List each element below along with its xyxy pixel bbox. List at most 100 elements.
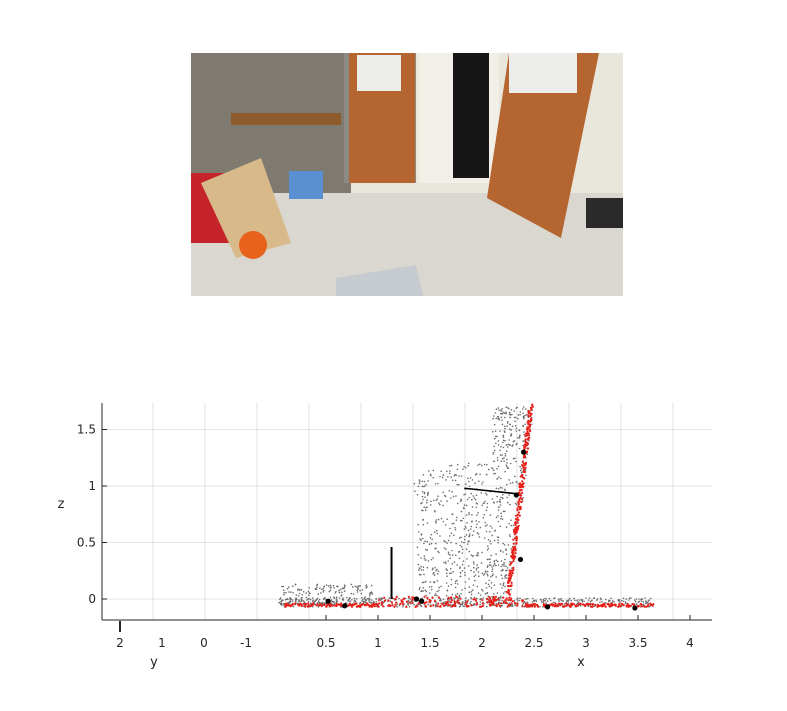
cloud-point bbox=[489, 561, 491, 564]
floor-fit-point bbox=[527, 605, 530, 608]
cloud-point bbox=[429, 581, 432, 583]
cloud-point bbox=[434, 531, 436, 533]
cloud-point bbox=[358, 585, 360, 587]
floor-fit-point bbox=[587, 603, 590, 606]
cloud-point bbox=[464, 574, 466, 576]
cloud-point bbox=[546, 600, 549, 602]
floor-fit-point bbox=[565, 602, 568, 605]
floor-fit-point bbox=[395, 601, 398, 604]
cloud-point bbox=[289, 597, 291, 599]
cloud-point bbox=[437, 570, 440, 573]
wall-fit-point bbox=[518, 497, 521, 501]
cloud-point bbox=[323, 586, 325, 588]
cloud-point bbox=[504, 470, 506, 473]
cloud-point bbox=[499, 517, 502, 520]
cloud-point bbox=[523, 431, 525, 433]
wall-fit-point bbox=[515, 535, 518, 538]
wall-fit-point bbox=[526, 421, 529, 424]
cloud-point bbox=[494, 430, 497, 432]
floor-fit-point bbox=[333, 604, 336, 607]
cloud-point bbox=[501, 457, 504, 460]
cloud-point bbox=[517, 483, 520, 485]
floor-fit-point bbox=[481, 602, 484, 605]
x-tick-label: 0.5 bbox=[316, 636, 335, 650]
floor-fit-point bbox=[551, 604, 554, 607]
cloud-point bbox=[496, 468, 498, 470]
floor-fit-point bbox=[481, 599, 484, 602]
cloud-point bbox=[331, 600, 334, 603]
cloud-point bbox=[475, 526, 478, 529]
cloud-point bbox=[493, 415, 495, 417]
floor-fit-point bbox=[378, 599, 381, 602]
photo-door-window-left bbox=[357, 55, 401, 91]
cloud-point bbox=[460, 536, 462, 539]
cloud-point bbox=[450, 578, 453, 581]
cloud-point bbox=[295, 594, 298, 596]
cloud-point bbox=[515, 460, 517, 463]
cloud-point bbox=[506, 483, 508, 486]
cloud-point bbox=[480, 597, 483, 600]
cloud-point bbox=[466, 498, 469, 501]
floor-fit-point bbox=[429, 605, 432, 608]
cloud-point bbox=[503, 488, 506, 491]
cloud-point bbox=[457, 583, 459, 585]
cloud-point bbox=[433, 499, 435, 502]
cloud-point bbox=[600, 598, 602, 601]
wall-fit-point bbox=[507, 577, 510, 580]
cloud-point bbox=[443, 561, 445, 564]
cloud-point bbox=[291, 585, 294, 587]
cloud-point bbox=[461, 603, 463, 606]
cloud-point bbox=[356, 591, 359, 593]
cloud-point bbox=[493, 584, 496, 586]
cloud-point bbox=[418, 573, 421, 576]
cloud-point bbox=[295, 600, 297, 602]
cloud-point bbox=[509, 411, 511, 414]
floor-fit-point bbox=[423, 595, 426, 598]
cloud-point bbox=[451, 490, 453, 493]
cloud-point bbox=[510, 429, 512, 431]
cloud-point bbox=[499, 583, 502, 585]
x-tick-label: 4 bbox=[686, 636, 694, 650]
cloud-point bbox=[461, 546, 463, 548]
cloud-point bbox=[319, 587, 321, 589]
cloud-point bbox=[510, 519, 512, 521]
cloud-point bbox=[502, 436, 505, 439]
cloud-point bbox=[559, 599, 561, 601]
floor-fit-point bbox=[444, 603, 448, 606]
cloud-point bbox=[542, 599, 545, 602]
x-tick-label: 1 bbox=[374, 636, 382, 650]
cloud-point bbox=[492, 453, 494, 455]
wall-fit-point bbox=[518, 505, 521, 509]
cloud-point bbox=[352, 586, 354, 588]
cloud-point bbox=[454, 586, 457, 589]
floor-fit-point bbox=[652, 603, 655, 606]
cloud-point bbox=[544, 600, 546, 602]
cloud-point bbox=[500, 460, 503, 463]
cloud-point bbox=[281, 599, 284, 602]
cloud-point bbox=[624, 601, 627, 603]
cloud-point bbox=[480, 562, 483, 564]
floor-fit-point bbox=[495, 604, 498, 607]
cloud-point bbox=[419, 587, 421, 589]
cloud-point bbox=[474, 574, 477, 576]
keypoint-marker bbox=[342, 603, 348, 609]
cloud-point bbox=[309, 598, 312, 601]
cloud-point bbox=[497, 596, 500, 599]
cloud-point bbox=[414, 490, 416, 493]
cloud-point bbox=[455, 495, 457, 497]
cloud-point bbox=[496, 457, 499, 459]
cloud-point bbox=[502, 446, 505, 449]
cloud-point bbox=[505, 406, 508, 409]
cloud-point bbox=[494, 563, 496, 565]
cloud-point bbox=[628, 599, 630, 601]
floor-fit-point bbox=[600, 605, 603, 608]
cloud-point bbox=[642, 601, 645, 603]
cloud-point bbox=[441, 476, 444, 479]
floor-fit-point bbox=[492, 603, 495, 606]
cloud-point bbox=[301, 596, 303, 599]
cloud-point bbox=[466, 558, 468, 560]
cloud-point bbox=[455, 474, 458, 477]
cloud-point bbox=[463, 541, 465, 544]
cloud-point bbox=[488, 579, 491, 582]
cloud-point bbox=[422, 474, 425, 476]
